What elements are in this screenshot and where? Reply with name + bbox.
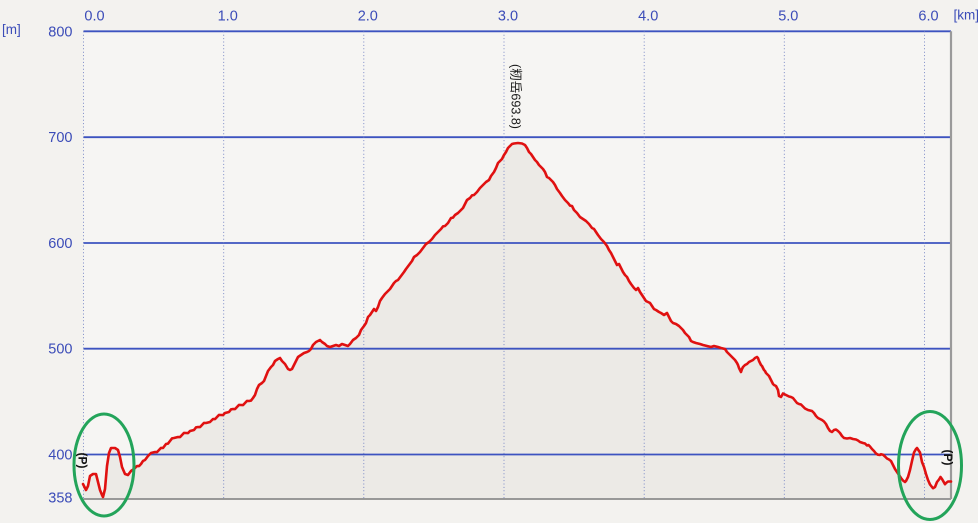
svg-text:[km]: [km] [954,8,978,23]
svg-text:600: 600 [48,236,72,252]
svg-text:1.0: 1.0 [218,9,238,25]
svg-text:400: 400 [48,448,72,464]
svg-text:[m]: [m] [2,22,21,37]
svg-text:700: 700 [48,130,72,146]
svg-text:(P): (P) [76,453,90,469]
svg-text:5.0: 5.0 [778,9,798,25]
svg-text:6.0: 6.0 [918,9,938,25]
svg-text:0.0: 0.0 [84,9,104,25]
svg-text:3.0: 3.0 [498,9,518,25]
svg-text:500: 500 [48,342,72,358]
svg-text:(籾岳693.8): (籾岳693.8) [509,64,523,129]
svg-text:4.0: 4.0 [638,9,658,25]
svg-text:2.0: 2.0 [358,9,378,25]
svg-text:(P): (P) [941,450,955,466]
svg-text:358: 358 [48,491,72,507]
svg-text:800: 800 [48,24,72,40]
